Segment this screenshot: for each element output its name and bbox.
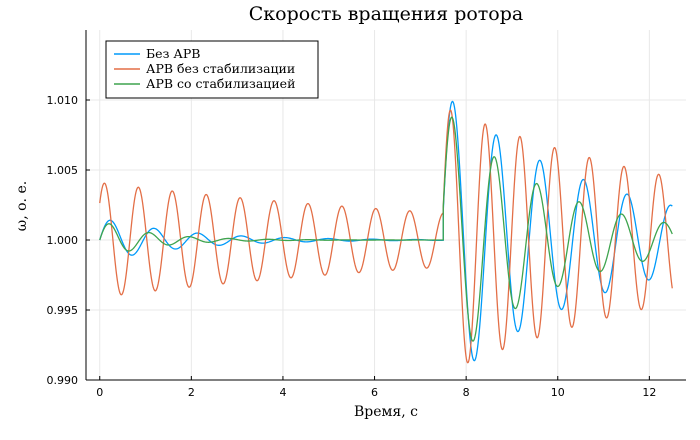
x-tick-label: 6 [371,386,378,399]
y-tick-label: 0.990 [47,374,79,387]
tick-labels: 0 2 4 6 8 10 12 0.990 0.995 1.000 1.005 1.010 [47,94,657,399]
y-tick-label: 1.010 [47,94,79,107]
chart-title: Скорость вращения ротора [249,3,523,25]
x-axis-label: Время, с [354,404,418,420]
x-tick-label: 4 [279,386,286,399]
y-axis-label: ω, о. е. [14,181,30,231]
y-tick-label: 1.000 [47,234,79,247]
x-tick-label: 10 [551,386,565,399]
legend-label: АРВ без стабилизации [146,61,295,76]
x-tick-label: 2 [188,386,195,399]
series-line [99,116,673,342]
series-line [99,100,673,362]
y-tick-label: 0.995 [47,304,79,317]
legend-label: АРВ со стабилизацией [146,76,295,91]
legend-label: Без АРВ [146,46,200,61]
x-tick-label: 0 [96,386,103,399]
x-tick-label: 12 [642,386,656,399]
y-tick-label: 1.005 [47,164,79,177]
x-tick-label: 8 [463,386,470,399]
legend-box [105,40,319,99]
series [99,100,673,364]
